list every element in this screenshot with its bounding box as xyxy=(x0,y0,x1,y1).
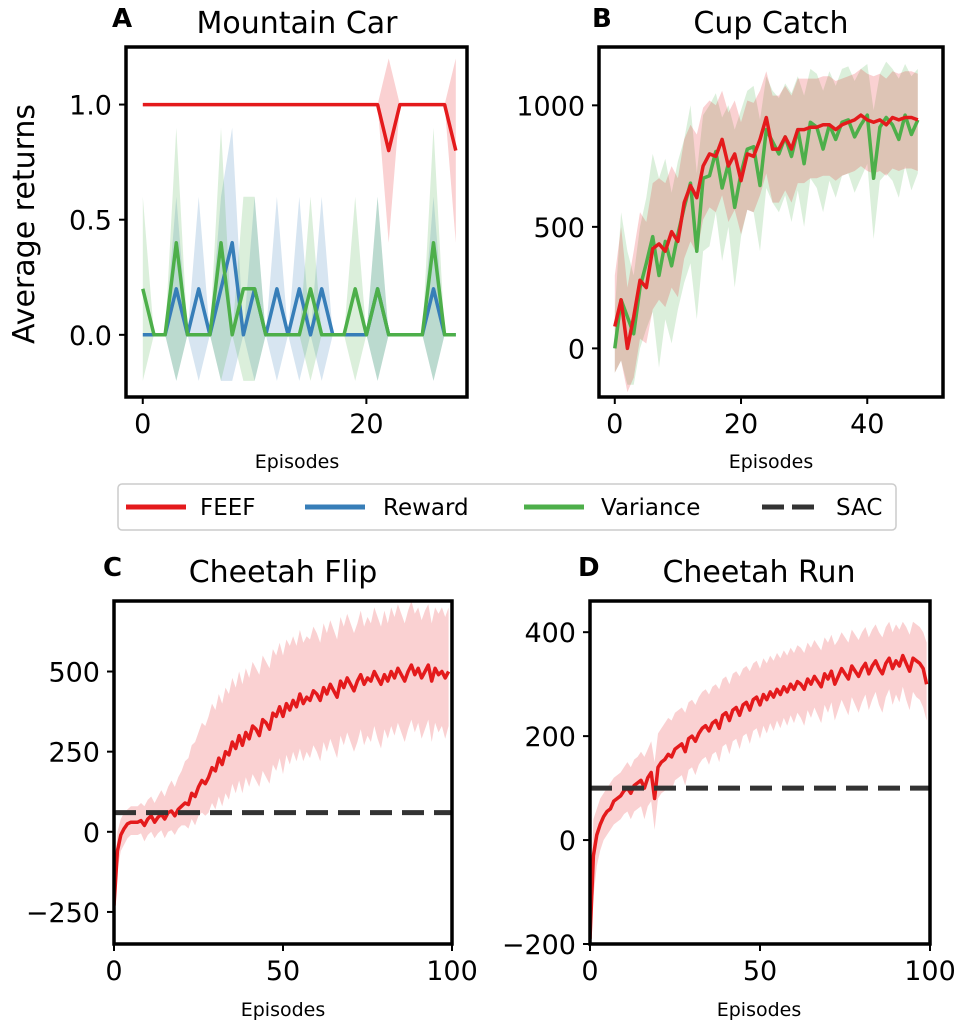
plot-area-d xyxy=(590,621,930,944)
band-feef-b xyxy=(614,68,918,393)
axes-frame-b xyxy=(597,45,945,399)
legend-frame xyxy=(117,483,897,531)
line-variance-b xyxy=(613,113,920,349)
y-tick-label-d: 200 xyxy=(524,722,576,753)
panel-a: A Mountain Car Episodes Average returns … xyxy=(7,4,469,473)
legend-label-sac: SAC xyxy=(836,495,882,521)
axes-frame-a xyxy=(124,45,469,399)
panel-letter-c: C xyxy=(103,553,122,583)
y-tick-label-d: −200 xyxy=(502,930,576,961)
x-tick-label-c: 0 xyxy=(105,956,122,987)
x-tick-label-b: 40 xyxy=(850,409,884,440)
plot-area-a xyxy=(141,58,458,381)
y-tick-label-c: 0 xyxy=(83,818,100,849)
band-feef-c xyxy=(114,601,449,912)
y-tick-label-b: 0 xyxy=(568,334,585,365)
x-tick-label-d: 100 xyxy=(904,956,956,987)
x-tick-label-b: 0 xyxy=(606,409,623,440)
y-tick-label-a: 0.5 xyxy=(69,206,112,237)
panel-letter-a: A xyxy=(112,4,132,34)
panel-a-xlabel: Episodes xyxy=(255,451,340,473)
y-tick-label-d: 0 xyxy=(559,826,576,857)
plot-b: 0 20 40 0 500 1000 xyxy=(516,45,945,440)
panel-letter-b: B xyxy=(592,4,612,34)
x-tick-label-a: 0 xyxy=(134,409,151,440)
x-tick-label-d: 0 xyxy=(581,956,598,987)
legend-label-feef: FEEF xyxy=(200,495,256,521)
band-variance-a xyxy=(142,127,456,381)
y-tick-label-b: 1000 xyxy=(516,91,585,122)
panel-c-title: Cheetah Flip xyxy=(189,555,378,590)
y-axis-label: Average returns xyxy=(7,104,42,344)
y-tick-label-c: 250 xyxy=(48,738,100,769)
y-tick-label-d: 400 xyxy=(524,618,576,649)
line-feef-c xyxy=(114,663,451,906)
y-tick-label-c: 500 xyxy=(48,658,100,689)
plot-a: 0 20 0.0 0.5 1.0 xyxy=(69,45,469,440)
y-tick-label-c: −250 xyxy=(26,898,100,929)
band-feef-a xyxy=(142,58,456,243)
x-tick-label-c: 100 xyxy=(426,956,478,987)
panel-letter-d: D xyxy=(578,553,600,583)
legend: FEEF Reward Variance SAC xyxy=(117,483,897,531)
line-variance-a xyxy=(141,240,456,337)
band-variance-b xyxy=(614,61,918,385)
panel-d-title: Cheetah Run xyxy=(662,555,855,590)
panel-c: C Cheetah Flip Episodes 0 50 100−250025050… xyxy=(26,553,478,1021)
panel-c-xlabel: Episodes xyxy=(241,999,326,1021)
legend-label-reward: Reward xyxy=(383,495,469,521)
plot-area-c xyxy=(114,601,452,912)
line-feef-b xyxy=(613,113,919,351)
band-reward-a xyxy=(142,127,456,381)
panel-b: B Cup Catch Episodes 0 20 40 0 500 1000 xyxy=(516,4,945,473)
x-tick-label-a: 20 xyxy=(349,409,383,440)
panel-a-title: Mountain Car xyxy=(197,6,399,41)
y-tick-label-b: 500 xyxy=(533,213,585,244)
x-tick-label-b: 20 xyxy=(724,409,758,440)
panel-b-xlabel: Episodes xyxy=(729,451,814,473)
line-feef-a xyxy=(142,102,458,153)
y-tick-label-a: 0.0 xyxy=(69,321,112,352)
panel-d-xlabel: Episodes xyxy=(717,999,802,1021)
legend-label-variance: Variance xyxy=(601,495,700,521)
panel-b-title: Cup Catch xyxy=(693,6,848,41)
plot-area-b xyxy=(613,61,920,393)
x-tick-label-d: 50 xyxy=(743,956,777,987)
y-tick-label-a: 1.0 xyxy=(69,91,112,122)
line-feef-d xyxy=(590,653,929,939)
x-tick-label-c: 50 xyxy=(266,956,300,987)
